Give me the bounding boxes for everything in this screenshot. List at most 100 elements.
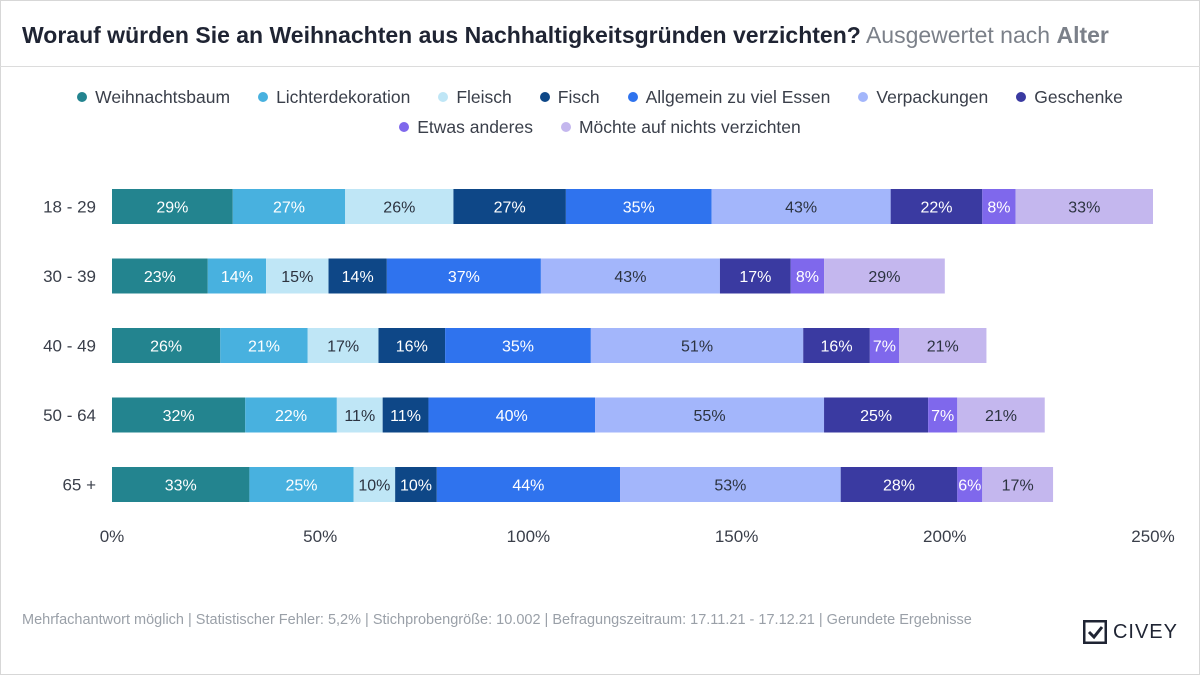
legend-item-moechte-auf-nichts-verzichten[interactable]: Möchte auf nichts verzichten [560, 116, 801, 138]
bar-segment-lichterdekoration[interactable] [232, 189, 346, 224]
footer-note: Mehrfachantwort möglich | Statistischer … [22, 612, 972, 628]
bar-segment-allgemein-zu-viel-essen[interactable] [445, 328, 591, 363]
data-label: 44% [512, 478, 544, 495]
bar-segment-etwas-anderes[interactable] [982, 189, 1016, 224]
data-label: 8% [796, 269, 819, 286]
bar-segment-fleisch[interactable] [336, 397, 383, 433]
legend-label: Fisch [557, 86, 600, 107]
bar-segment-fisch[interactable] [328, 258, 387, 294]
data-label: 7% [931, 408, 954, 425]
bar-segment-weihnachtsbaum[interactable] [112, 258, 208, 294]
data-label: 26% [383, 200, 415, 217]
bar-segment-moechte-auf-nichts-verzichten[interactable] [824, 258, 945, 294]
bar-segment-weihnachtsbaum[interactable] [112, 328, 221, 363]
legend-item-allgemein-zu-viel-essen[interactable]: Allgemein zu viel Essen [627, 86, 830, 108]
legend-dot [1016, 92, 1027, 102]
bar-segment-lichterdekoration[interactable] [207, 258, 267, 294]
data-label: 8% [987, 200, 1010, 217]
data-label: 29% [156, 200, 188, 217]
header-divider [0, 66, 1200, 67]
data-label: 21% [248, 339, 280, 356]
chart-title-bar: Worauf würden Sie an Weihnachten aus Nac… [22, 18, 1180, 52]
bar-segment-verpackungen[interactable] [711, 189, 891, 224]
legend-item-etwas-anderes[interactable]: Etwas anderes [399, 116, 533, 138]
bar-segment-moechte-auf-nichts-verzichten[interactable] [957, 397, 1045, 433]
data-label: 11% [390, 408, 421, 425]
bar-segment-weihnachtsbaum[interactable] [112, 397, 246, 433]
legend-item-fleisch[interactable]: Fleisch [438, 86, 512, 108]
bar-segment-moechte-auf-nichts-verzichten[interactable] [982, 467, 1054, 502]
x-tick-label: 100% [507, 527, 550, 546]
data-label: 26% [150, 339, 182, 356]
bar-segment-fisch[interactable] [453, 189, 566, 224]
legend-item-fisch[interactable]: Fisch [539, 86, 600, 108]
legend-item-lichterdekoration[interactable]: Lichterdekoration [258, 86, 410, 108]
legend-label: Weihnachtsbaum [95, 86, 231, 107]
data-label: 27% [273, 200, 305, 217]
legend-item-verpackungen[interactable]: Verpackungen [858, 86, 988, 108]
bar-segment-fleisch[interactable] [353, 467, 396, 502]
legend-label: Verpackungen [876, 86, 989, 107]
data-label: 32% [163, 408, 195, 425]
legend-dot [560, 122, 571, 132]
data-label: 29% [868, 269, 900, 286]
legend-item-geschenke[interactable]: Geschenke [1016, 86, 1123, 108]
bar-segment-geschenke[interactable] [803, 328, 870, 363]
bar-segment-moechte-auf-nichts-verzichten[interactable] [898, 328, 987, 363]
bar-segment-etwas-anderes[interactable] [957, 467, 983, 502]
bar-segment-geschenke[interactable] [890, 189, 983, 224]
data-label: 40% [496, 408, 528, 425]
bar-segment-etwas-anderes[interactable] [869, 328, 899, 363]
bar-segment-moechte-auf-nichts-verzichten[interactable] [1015, 189, 1153, 224]
bar-segment-verpackungen[interactable] [540, 258, 720, 294]
data-label: 10% [358, 478, 390, 495]
chart-subtitle: Ausgewertet nach [865, 22, 1051, 48]
data-label: 25% [285, 478, 317, 495]
data-label: 35% [623, 200, 655, 217]
bar-segment-fisch[interactable] [395, 467, 437, 502]
bar-segment-verpackungen[interactable] [590, 328, 804, 363]
bar-segment-lichterdekoration[interactable] [220, 328, 308, 363]
bar-segment-geschenke[interactable] [824, 397, 929, 433]
bar-segment-fleisch[interactable] [266, 258, 329, 294]
bar-segment-fleisch[interactable] [345, 189, 454, 224]
stacked-bar-chart: 18 - 29 29% 27% 26% 27% 35% 43% 22% 8% 33% 30 - 39… [43, 189, 1175, 546]
data-label: 55% [694, 408, 726, 425]
civey-logo: CIVEY [1082, 620, 1178, 644]
bar-segment-geschenke[interactable] [719, 258, 791, 294]
bar-segment-verpackungen[interactable] [595, 397, 825, 433]
data-label: 6% [958, 478, 981, 495]
bar-segment-lichterdekoration[interactable] [249, 467, 354, 502]
bar-segment-fisch[interactable] [378, 328, 446, 363]
bar-segment-allgemein-zu-viel-essen[interactable] [565, 189, 712, 224]
bar-segment-etwas-anderes[interactable] [928, 397, 958, 433]
bar-segment-geschenke[interactable] [840, 467, 958, 502]
bar-segment-etwas-anderes[interactable] [790, 258, 825, 294]
data-label: 53% [714, 478, 746, 495]
bar-segment-weihnachtsbaum[interactable] [112, 467, 250, 502]
legend-label: Etwas anderes [417, 116, 533, 137]
data-label: 16% [821, 339, 853, 356]
data-label: 22% [920, 200, 952, 217]
x-tick-label: 0% [100, 527, 125, 546]
bar-segment-allgemein-zu-viel-essen[interactable] [428, 397, 596, 433]
legend-dot [858, 92, 869, 102]
bar-segment-lichterdekoration[interactable] [245, 397, 337, 433]
data-label: 17% [327, 339, 359, 356]
bar-segment-weihnachtsbaum[interactable] [112, 189, 233, 224]
data-label: 43% [614, 269, 646, 286]
legend-dot [258, 92, 269, 102]
legend-dot [77, 92, 88, 102]
category-label: 30 - 39 [43, 267, 96, 286]
bar-segment-verpackungen[interactable] [620, 467, 841, 502]
category-label: 40 - 49 [43, 337, 96, 356]
data-label: 21% [927, 339, 959, 356]
bar-segment-allgemein-zu-viel-essen[interactable] [436, 467, 621, 502]
data-label: 25% [860, 408, 892, 425]
bar-segment-allgemein-zu-viel-essen[interactable] [386, 258, 541, 294]
data-label: 11% [344, 408, 375, 425]
data-label: 35% [502, 339, 534, 356]
bar-segment-fisch[interactable] [382, 397, 429, 433]
bar-segment-fleisch[interactable] [307, 328, 379, 363]
legend-item-weihnachtsbaum[interactable]: Weihnachtsbaum [77, 86, 230, 108]
